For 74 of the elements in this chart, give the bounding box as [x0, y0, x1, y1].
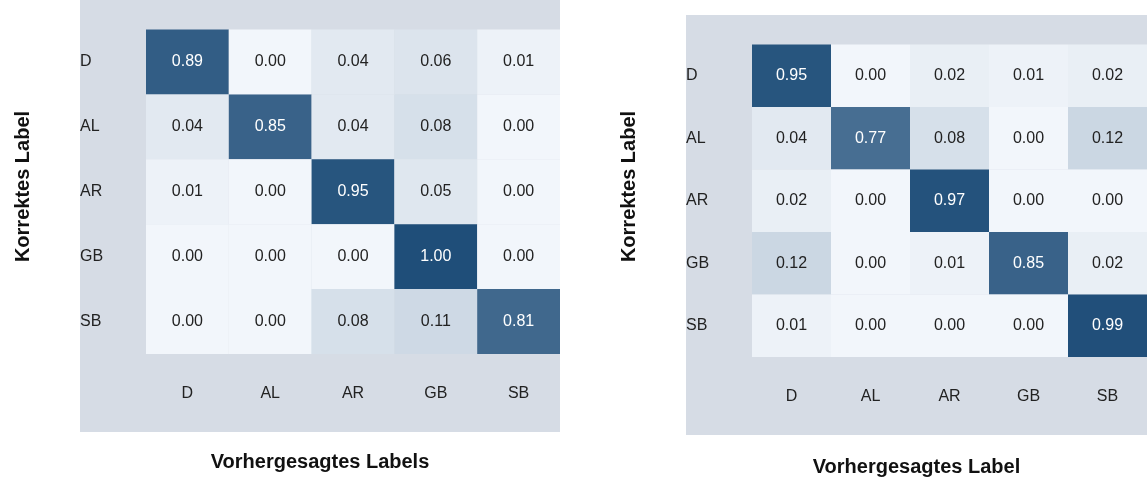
x-tick-label: GB	[1016, 387, 1041, 405]
x-tick-label: GB	[424, 384, 448, 402]
data-label: 0.97	[933, 191, 966, 209]
data-label: 0.06	[420, 52, 452, 70]
data-label: 0.01	[775, 316, 808, 334]
data-label: 0.05	[420, 182, 452, 200]
data-label: 0.85	[254, 117, 286, 135]
y-tick-label: GB	[80, 247, 104, 265]
data-label: 0.01	[171, 182, 204, 200]
x-tick-label: AR	[938, 387, 961, 405]
data-label: 0.95	[775, 66, 808, 84]
data-label: 0.77	[854, 128, 887, 146]
data-label: 0.00	[171, 247, 204, 265]
data-label: 0.04	[337, 52, 369, 70]
data-label: 0.02	[1091, 253, 1124, 271]
data-label: 0.00	[1012, 316, 1045, 334]
data-label: 0.00	[337, 247, 369, 265]
y-tick-label: D	[80, 52, 92, 70]
data-label: 0.99	[1091, 316, 1124, 334]
data-label: 0.00	[254, 182, 286, 200]
x-tick-label: D	[181, 384, 194, 402]
data-label: 0.95	[337, 182, 369, 200]
data-label: 0.01	[503, 52, 535, 70]
y-tick-label: AL	[686, 128, 706, 146]
y-axis-title: Korrektes Label	[10, 109, 34, 265]
data-label: 0.02	[1091, 66, 1124, 84]
data-label: 0.11	[420, 311, 451, 329]
data-label: 0.00	[854, 191, 887, 209]
data-label: 0.08	[933, 128, 966, 146]
data-label: 0.04	[337, 117, 369, 135]
data-label: 0.04	[775, 128, 808, 146]
data-label: 0.00	[854, 253, 887, 271]
x-tick-label: SB	[507, 384, 530, 402]
data-label: 0.12	[775, 253, 808, 271]
x-tick-label: AL	[860, 387, 881, 405]
data-label: 0.00	[254, 311, 286, 329]
data-label: 0.00	[171, 311, 204, 329]
y-tick-label: SB	[686, 316, 708, 334]
x-axis-title: Vorhergesagtes Labels	[209, 450, 431, 473]
data-label: 0.04	[171, 117, 204, 135]
data-label: 0.01	[933, 253, 966, 271]
data-label: 0.00	[854, 66, 887, 84]
data-label: 0.00	[503, 117, 535, 135]
y-tick-label: AL	[80, 117, 100, 135]
data-label: 0.89	[171, 52, 204, 70]
data-label: 0.85	[1012, 253, 1045, 271]
data-label: 0.01	[1012, 66, 1045, 84]
data-label: 0.08	[337, 311, 369, 329]
data-label: 0.08	[420, 117, 452, 135]
x-tick-label: AL	[260, 384, 281, 402]
x-tick-label: SB	[1096, 387, 1119, 405]
data-label: 0.81	[503, 311, 535, 329]
y-axis-title: Korrektes Label	[616, 109, 640, 265]
x-tick-label: D	[785, 387, 798, 405]
data-label: 0.00	[503, 182, 535, 200]
data-label: 0.00	[854, 316, 887, 334]
data-label: 0.00	[503, 247, 535, 265]
data-label: 0.02	[933, 66, 966, 84]
data-label: 0.00	[1012, 128, 1045, 146]
data-label: 1.00	[420, 247, 452, 265]
x-tick-label: AR	[341, 384, 365, 402]
y-tick-label: AR	[686, 191, 709, 209]
y-tick-label: AR	[80, 182, 103, 200]
data-label: 0.00	[1091, 191, 1124, 209]
data-label: 0.00	[1012, 191, 1045, 209]
y-tick-label: D	[686, 66, 698, 84]
y-tick-label: GB	[686, 253, 710, 271]
data-label: 0.00	[933, 316, 966, 334]
data-label: 0.02	[775, 191, 808, 209]
y-tick-label: SB	[80, 311, 102, 329]
data-label: 0.00	[254, 247, 286, 265]
x-axis-title: Vorhergesagtes Label	[811, 455, 1022, 478]
data-label: 0.12	[1091, 128, 1124, 146]
data-label: 0.00	[254, 52, 286, 70]
